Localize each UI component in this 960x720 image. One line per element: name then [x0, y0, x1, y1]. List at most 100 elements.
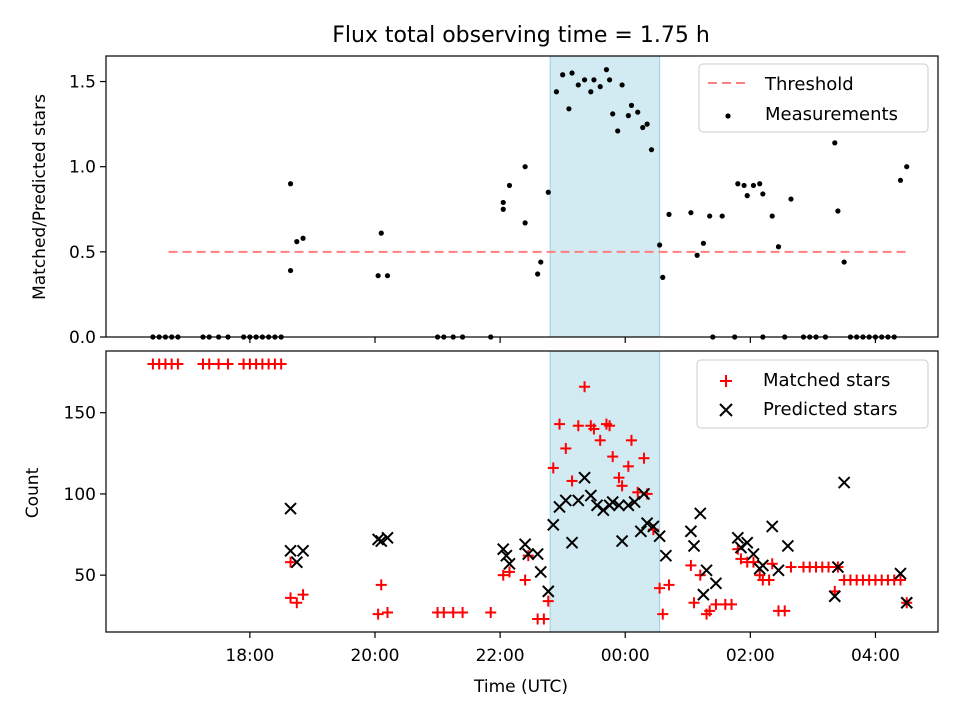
matched-star-point: [285, 592, 297, 604]
measurement-point: [660, 274, 666, 280]
predicted-star-point: [731, 531, 745, 544]
matched-star-point: [726, 598, 738, 610]
predicted-star-point: [659, 549, 673, 562]
y-tick-label: 0.5: [69, 243, 96, 263]
top-plot-frame: [105, 55, 939, 338]
matched-star-point: [622, 460, 634, 472]
top-y-axis-label: Matched/Predicted stars: [30, 94, 50, 300]
matched-star-point: [203, 358, 215, 370]
measurement-point: [666, 211, 672, 217]
measurement-point: [897, 177, 904, 183]
matched-star-point: [275, 358, 287, 370]
predicted-star-point: [747, 547, 760, 561]
x-tick-label: 00:00: [601, 646, 650, 666]
predicted-star-point: [534, 565, 547, 579]
predicted-star-point: [500, 549, 513, 562]
predicted-stars-series: [284, 471, 913, 609]
measurement-point: [688, 210, 694, 216]
predicted-star-point: [565, 536, 579, 549]
predicted-star-point: [828, 590, 841, 603]
measurement-point: [569, 70, 575, 76]
predicted-star-point: [637, 487, 651, 501]
y-tick-label: 100: [64, 485, 96, 505]
x-tick-label: 22:00: [476, 646, 525, 666]
matched-star-point: [710, 598, 722, 610]
legend-predicted-label: Predicted stars: [763, 399, 897, 420]
matched-star-point: [663, 579, 675, 591]
measurement-point: [384, 273, 391, 279]
predicted-star-point: [284, 544, 297, 557]
predicted-star-point: [375, 534, 388, 548]
matched-star-point: [213, 358, 225, 370]
matched-star-point: [894, 574, 906, 586]
matched-star-point: [654, 582, 666, 594]
predicted-star-point: [559, 494, 572, 507]
measurement-point: [635, 109, 641, 115]
matched-star-point: [688, 597, 700, 609]
predicted-star-point: [542, 585, 555, 598]
predicted-star-point: [647, 520, 660, 533]
measurement-point: [287, 267, 294, 274]
measurement-point: [644, 121, 650, 127]
measurement-point: [735, 181, 741, 187]
measurement-point: [619, 82, 625, 88]
matched-star-point: [566, 475, 578, 487]
matched-star-point: [747, 556, 759, 568]
predicted-star-point: [831, 560, 845, 574]
measurement-point: [841, 259, 847, 265]
predicted-star-point: [572, 494, 585, 507]
matched-star-point: [823, 561, 835, 573]
predicted-star-point: [606, 495, 619, 509]
matched-star-point: [594, 434, 606, 446]
predicted-star-point: [497, 542, 510, 556]
matched-star-point: [694, 569, 706, 581]
measurement-point: [606, 77, 613, 83]
measurement-point: [657, 242, 663, 248]
measurement-point: [535, 271, 541, 277]
matched-star-point: [616, 480, 628, 492]
measurement-point: [760, 191, 766, 197]
predicted-star-point: [772, 564, 785, 577]
measurement-point: [553, 89, 560, 95]
predicted-star-point: [371, 533, 385, 546]
matched-star-point: [457, 607, 469, 619]
measurement-point: [757, 181, 763, 187]
predicted-star-point: [700, 564, 713, 577]
matched-star-point: [560, 442, 572, 454]
measurement-point: [506, 182, 513, 189]
predicted-star-point: [578, 471, 591, 484]
measurement-point: [750, 182, 757, 189]
legend-measurements-swatch: [725, 113, 731, 119]
matched-stars-series: [147, 358, 913, 625]
measurement-point: [775, 244, 782, 250]
y-tick-label: 1.5: [69, 73, 96, 93]
matched-star-point: [542, 595, 554, 607]
bottom-x-axis-ticks: 18:00 20:00 22:00 00:00 02:00 04:00: [225, 632, 900, 666]
predicted-star-point: [503, 557, 516, 570]
predicted-star-point: [522, 547, 535, 561]
measurement-point: [628, 102, 635, 108]
measurement-point: [378, 230, 384, 236]
matched-star-point: [625, 434, 637, 446]
measurement-point: [788, 196, 794, 202]
y-tick-label: 50: [74, 566, 96, 586]
matched-star-point: [222, 358, 234, 370]
bottom-plot-frame: [105, 350, 939, 633]
top-legend-box: [698, 63, 929, 133]
predicted-star-point: [781, 539, 795, 553]
matched-star-point: [382, 607, 394, 619]
bottom-y-axis-ticks: 50 100 150: [64, 404, 106, 586]
matched-star-point: [588, 423, 600, 435]
predicted-star-point: [634, 525, 648, 538]
matched-star-point: [372, 608, 384, 620]
x-tick-label: 02:00: [726, 646, 775, 666]
measurement-point: [741, 182, 747, 189]
measurement-point: [545, 189, 551, 195]
measurement-point: [575, 82, 581, 88]
predicted-star-point: [284, 502, 297, 515]
bottom-legend-box: [696, 359, 929, 429]
matched-star-point: [375, 579, 387, 591]
measurement-point: [719, 213, 725, 219]
x-tick-label: 18:00: [225, 646, 274, 666]
measurement-point: [610, 111, 616, 117]
